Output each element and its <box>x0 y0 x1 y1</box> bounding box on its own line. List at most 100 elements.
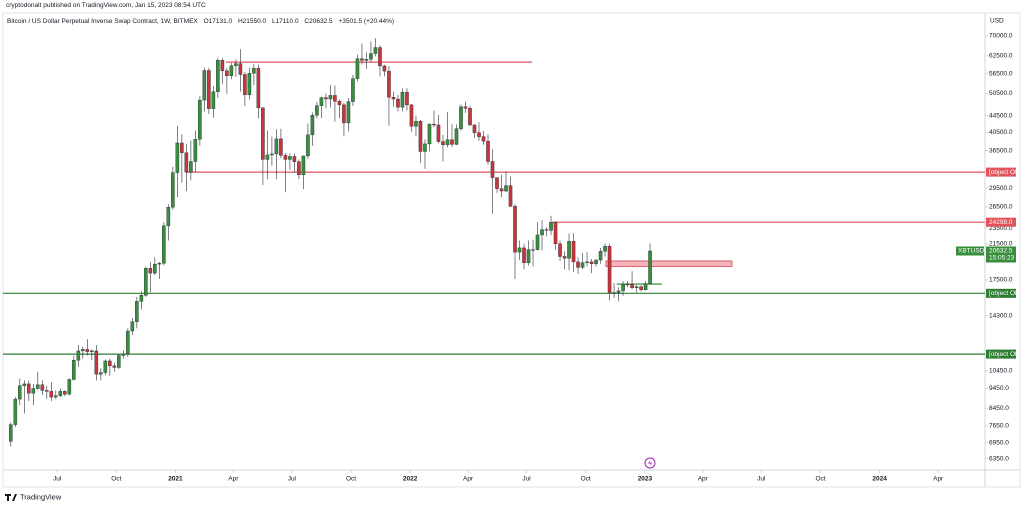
candle-body <box>463 106 468 109</box>
candle-body <box>567 241 571 259</box>
level-tag-label: [object Object] <box>989 169 1024 176</box>
candle-body <box>472 124 477 133</box>
x-tick-label: 2023 <box>638 476 653 483</box>
candle-body <box>103 360 108 373</box>
candle-body <box>319 97 324 106</box>
candle-body <box>279 138 283 156</box>
x-tick-label: Jul <box>522 476 531 483</box>
candle-body <box>378 47 382 67</box>
countdown: 15:05:23 <box>989 255 1015 262</box>
plot-area <box>3 38 985 447</box>
candle-body <box>639 286 643 291</box>
level-tag-label: [object Object] <box>989 351 1024 358</box>
chart-title: Bitcoin / US Dollar Perpetual Inverse Sw… <box>7 18 198 25</box>
candle-body <box>180 142 184 153</box>
candle-body <box>634 286 639 288</box>
candle-body <box>243 74 247 95</box>
candle-body <box>193 139 198 162</box>
candle-body <box>49 391 54 398</box>
candle-body <box>297 161 301 176</box>
candle-body <box>337 100 342 106</box>
x-tick-label: 2021 <box>168 476 183 483</box>
candle-body <box>67 379 72 395</box>
candle-body <box>76 350 81 361</box>
x-tick-label: Oct <box>581 476 591 483</box>
candle-body <box>544 229 549 231</box>
level-tag <box>986 288 1016 298</box>
candle-body <box>346 101 351 124</box>
y-tick-label: 7650.0 <box>989 422 1009 429</box>
x-tick-label: 2022 <box>403 476 418 483</box>
candle-body <box>310 115 315 136</box>
candle-body <box>198 99 202 140</box>
candle-body <box>625 283 630 286</box>
candle-body <box>328 95 333 100</box>
event-icon[interactable] <box>644 457 656 469</box>
level-tag-label: [object Object] <box>989 290 1024 297</box>
candle-body <box>153 263 157 274</box>
candle-body <box>576 261 580 268</box>
candle-body <box>220 60 225 71</box>
candle-body <box>522 247 526 263</box>
y-tick-label: 62500.0 <box>989 53 1013 60</box>
candle-body <box>189 161 193 173</box>
candle-body <box>216 60 220 92</box>
candle-body <box>117 355 121 368</box>
candle-body <box>549 221 553 231</box>
chart-frame <box>2 12 1021 488</box>
candle-body <box>292 156 297 162</box>
y-tick-label: 36500.0 <box>989 147 1013 154</box>
y-tick-label: 50500.0 <box>989 90 1013 97</box>
candle-body <box>540 229 544 236</box>
candle-body <box>418 121 423 152</box>
candle-body <box>135 301 139 323</box>
candle-body <box>643 283 648 291</box>
level-tag <box>986 167 1016 177</box>
candle-body <box>288 156 292 160</box>
brand: TradingView <box>20 492 62 501</box>
candle-body <box>166 207 171 227</box>
candle-body <box>45 390 49 392</box>
candle-body <box>445 139 450 146</box>
candle-body <box>72 359 76 380</box>
ohlc-change: +3501.5 (+20.44%) <box>338 18 395 25</box>
y-tick-label: 6350.0 <box>989 455 1009 462</box>
y-tick-label: 9450.0 <box>989 385 1009 392</box>
x-tick-label: Jul <box>53 476 62 483</box>
candle-body <box>90 350 94 352</box>
candle-body <box>333 95 337 102</box>
candle-body <box>382 65 387 72</box>
candle-body <box>94 350 99 375</box>
candle-body <box>31 388 36 394</box>
candle-body <box>9 424 13 442</box>
candle-body <box>504 185 508 192</box>
candle-body <box>450 139 454 145</box>
candle-body <box>36 384 40 389</box>
x-tick-label: Apr <box>933 476 944 483</box>
candle-body <box>175 142 180 173</box>
candle-body <box>621 283 625 292</box>
price-tag-label: 20632.5 <box>989 248 1013 255</box>
y-tick-label: 17500.0 <box>989 277 1013 284</box>
candle-body <box>130 321 135 332</box>
candle-body <box>144 268 148 296</box>
candle-body <box>477 132 481 137</box>
candle-body <box>436 124 441 142</box>
x-tick-label: Apr <box>698 476 709 483</box>
candle-body <box>387 70 391 98</box>
candle-body <box>603 246 607 252</box>
candle-body <box>531 249 535 251</box>
y-tick-label: 23500.0 <box>989 225 1013 232</box>
candle-body <box>409 104 414 127</box>
symbol-tag <box>956 246 984 256</box>
candle-body <box>27 383 31 394</box>
x-tick-label: Jul <box>288 476 297 483</box>
y-tick-label: 8450.0 <box>989 405 1009 412</box>
candle-body <box>562 256 567 259</box>
candle-body <box>274 138 279 155</box>
candle-body <box>54 395 58 398</box>
candle-body <box>427 123 432 145</box>
candle-body <box>13 398 18 425</box>
